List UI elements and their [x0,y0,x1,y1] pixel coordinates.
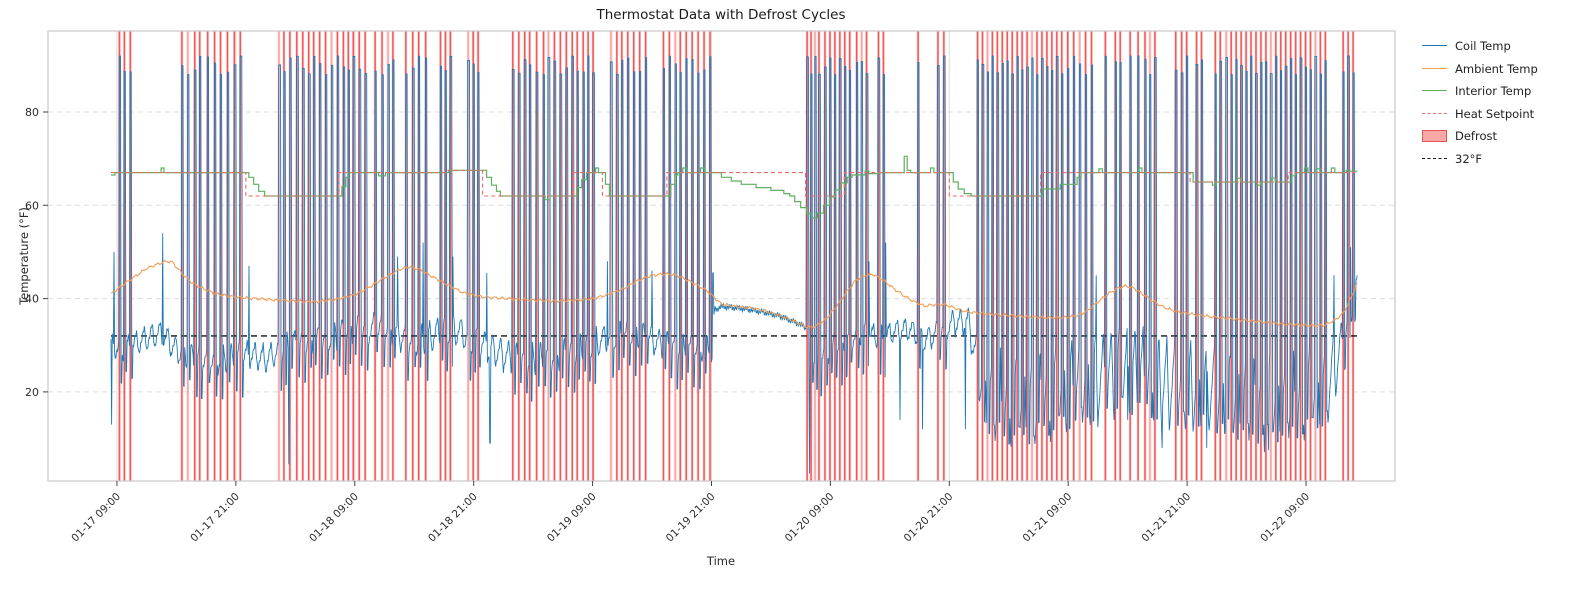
ambient-temp-line [110,259,1358,330]
chart-title: Thermostat Data with Defrost Cycles [596,7,846,23]
legend-label: 32°F [1455,151,1482,166]
x-tick-label: 01-22 09:00 [1258,491,1312,545]
y-tick-label: 80 [25,106,39,119]
x-tick-label: 01-18 21:00 [426,491,480,545]
y-axis-label: Temperature (°F) [17,207,31,305]
x-tick-label: 01-17 21:00 [188,491,242,545]
x-tick-label: 01-21 09:00 [1021,491,1075,545]
legend-item-coil-temp: Coil Temp [1422,39,1538,53]
legend-item-interior-temp: Interior Temp [1422,84,1538,98]
y-tick-label: 20 [25,386,39,399]
y-tick-label: 60 [25,199,39,212]
heat-setpoint-line [111,169,1358,197]
x-tick-label: 01-19 21:00 [664,491,718,545]
x-tick-label: 01-19 09:00 [545,491,599,545]
defrost-bands [118,31,1355,481]
legend-label: Interior Temp [1455,84,1532,98]
y-tick-label: 40 [25,293,39,306]
legend-item-32-f: 32°F [1422,152,1538,166]
x-axis-label: Time [706,554,736,568]
32-f-swatch-icon [1422,153,1447,165]
coil-temp-line [110,55,1358,474]
legend-label: Ambient Temp [1455,61,1538,76]
heat-setpoint-swatch-icon [1422,108,1447,120]
axes-frame [47,30,1396,482]
x-tick-label: 01-20 09:00 [783,491,837,545]
legend-label: Heat Setpoint [1455,106,1535,121]
ambient-temp-swatch-icon [1422,63,1447,75]
legend-label: Coil Temp [1455,39,1511,53]
legend-label: Defrost [1455,129,1497,143]
legend-item-defrost: Defrost [1422,129,1538,143]
legend-item-ambient-temp: Ambient Temp [1422,62,1538,76]
defrost-swatch-icon [1422,130,1447,142]
x-tick-label: 01-20 21:00 [902,491,956,545]
x-tick-label: 01-21 21:00 [1139,491,1193,545]
x-tick-label: 01-18 09:00 [307,491,361,545]
legend: Coil Temp Ambient Temp Interior Temp Heat S… [1422,39,1538,166]
coil-temp-swatch-icon [1422,40,1447,52]
interior-temp-line [111,155,1358,219]
x-tick-label: 01-17 09:00 [69,491,123,545]
interior-temp-swatch-icon [1422,85,1447,97]
legend-item-heat-setpoint: Heat Setpoint [1422,107,1538,121]
